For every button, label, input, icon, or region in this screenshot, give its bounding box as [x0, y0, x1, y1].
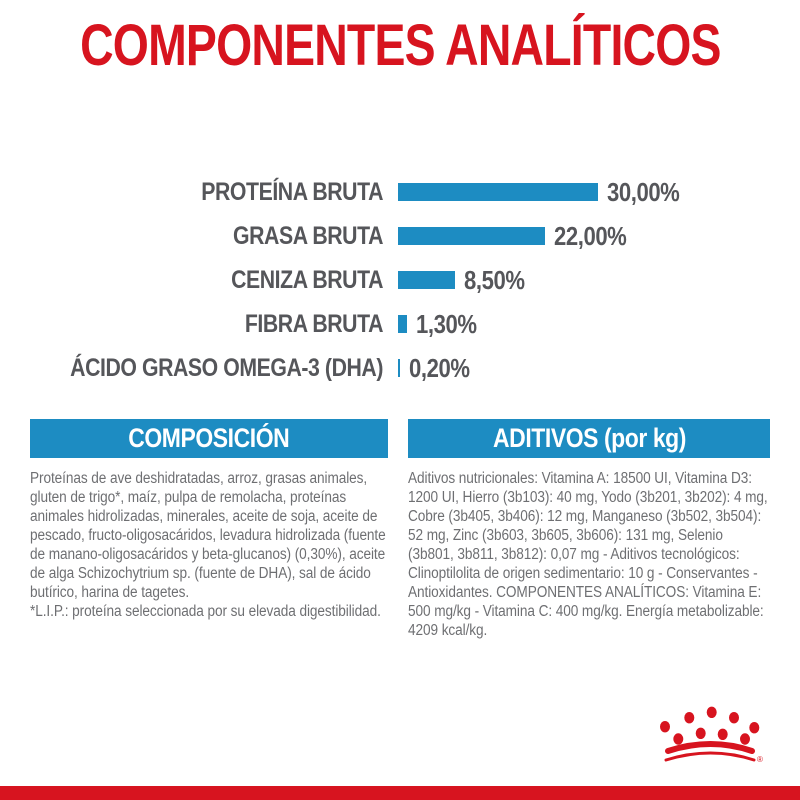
chart-bar	[398, 183, 598, 201]
royal-canin-crown-logo: ®	[640, 695, 790, 770]
additives-header-label: ADITIVOS (por kg)	[492, 423, 686, 453]
chart-category-label: PROTEÍNA BRUTA	[201, 177, 383, 206]
chart-category-label: FIBRA BRUTA	[244, 309, 384, 338]
chart-row: CENIZA BRUTA 8,50%	[0, 258, 800, 302]
chart-row: FIBRA BRUTA 1,30%	[0, 302, 800, 346]
crown-icon: ®	[660, 706, 763, 764]
additives-section: Aditivos nutricionales: Vitamina A: 1850…	[408, 469, 771, 640]
chart-category-label: ÁCIDO GRASO OMEGA-3 (DHA)	[70, 353, 384, 382]
chart-value-label: 1,30%	[416, 308, 477, 339]
chart-bar	[398, 359, 400, 377]
chart-value-label: 0,20%	[409, 352, 470, 383]
chart-category-label: GRASA BRUTA	[233, 221, 383, 250]
composition-body: Proteínas de ave deshidratadas, arroz, g…	[30, 470, 386, 601]
composition-footnote: *L.I.P.: proteína seleccionada por su el…	[30, 603, 381, 620]
chart-category-label: CENIZA BRUTA	[231, 265, 383, 294]
chart-row: ÁCIDO GRASO OMEGA-3 (DHA) 0,20%	[0, 346, 800, 390]
chart-value-label: 22,00%	[554, 220, 627, 251]
page-title: COMPONENTES ANALÍTICOS	[80, 13, 721, 78]
analytical-components-chart: PROTEÍNA BRUTA 30,00% GRASA BRUTA 22,00% CEN…	[0, 170, 800, 390]
additives-body: Aditivos nutricionales: Vitamina A: 1850…	[408, 470, 768, 639]
footer-red-bar	[0, 786, 800, 800]
chart-value-label: 30,00%	[607, 176, 680, 207]
chart-value-label: 8,50%	[464, 264, 525, 295]
chart-bar	[398, 227, 545, 245]
chart-row: PROTEÍNA BRUTA 30,00%	[0, 170, 800, 214]
chart-bar	[398, 315, 407, 333]
registered-mark: ®	[757, 755, 763, 764]
chart-row: GRASA BRUTA 22,00%	[0, 214, 800, 258]
composition-header-label: COMPOSICIÓN	[128, 423, 290, 453]
composition-header: COMPOSICIÓN	[30, 419, 388, 458]
additives-header: ADITIVOS (por kg)	[408, 419, 770, 458]
composition-section: Proteínas de ave deshidratadas, arroz, g…	[30, 469, 390, 621]
chart-bar	[398, 271, 455, 289]
